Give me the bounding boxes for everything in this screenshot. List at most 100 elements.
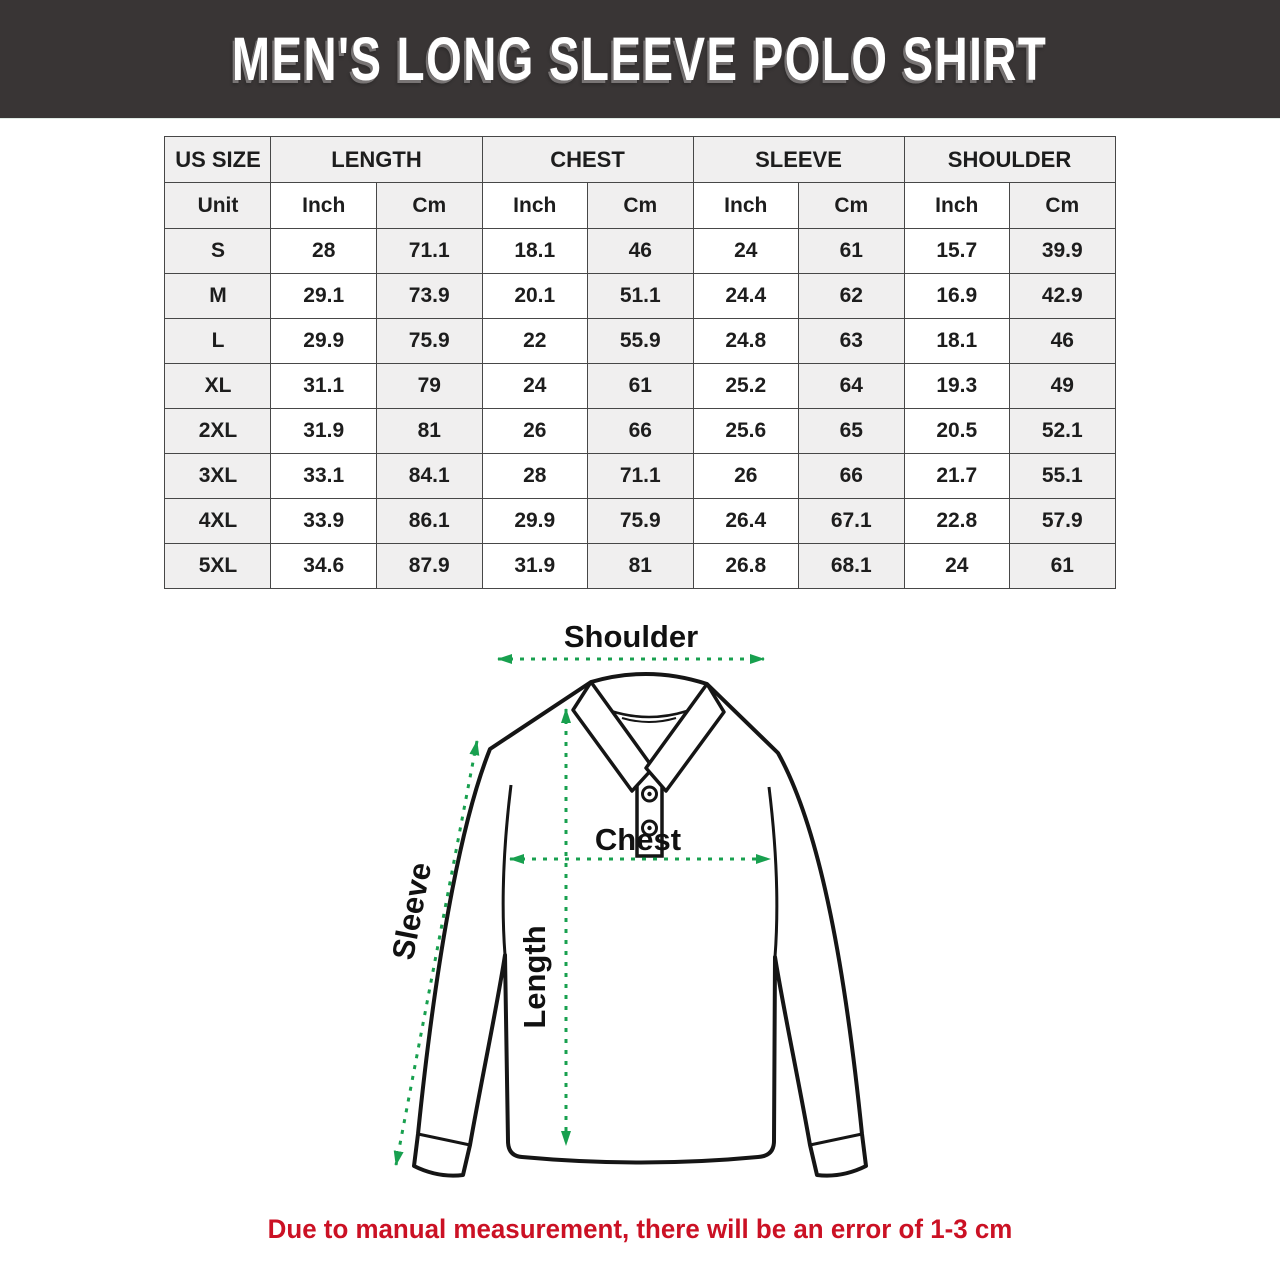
collar-right-wing <box>644 682 726 793</box>
value-cell: 26 <box>481 408 588 454</box>
value-cell: 26.4 <box>692 498 799 544</box>
value-cell: 61 <box>1009 543 1116 589</box>
value-cell: 20.5 <box>903 408 1010 454</box>
value-cell: 87.9 <box>375 543 483 589</box>
table-row-m: M 29.1 73.9 20.1 51.1 24.4 62 16.9 42.9 <box>164 273 1116 319</box>
value-cell: 61 <box>587 363 694 409</box>
unit-cell: Inch <box>692 182 799 229</box>
value-cell: 55.9 <box>587 318 694 364</box>
unit-cell: Inch <box>903 182 1010 229</box>
table-row-5xl: 5XL 34.6 87.9 31.9 81 26.8 68.1 24 61 <box>164 543 1116 589</box>
size-cell: 2XL <box>164 408 272 454</box>
value-cell: 81 <box>587 543 694 589</box>
value-cell: 63 <box>798 318 905 364</box>
unit-row: Unit Inch Cm Inch Cm Inch Cm Inch Cm <box>164 182 1116 229</box>
size-chart-table: US SIZE LENGTH CHEST SLEEVE SHOULDER Uni… <box>164 136 1116 589</box>
unit-label-cell: Unit <box>164 182 272 229</box>
value-cell: 18.1 <box>903 318 1010 364</box>
value-cell: 46 <box>587 228 694 274</box>
value-cell: 26.8 <box>692 543 799 589</box>
polo-shirt-measurement-diagram: Shoulder Chest Length Sleeve <box>385 619 868 1178</box>
value-cell: 21.7 <box>903 453 1010 499</box>
table-row-2xl: 2XL 31.9 81 26 66 25.6 65 20.5 52.1 <box>164 408 1116 454</box>
unit-cell: Cm <box>1009 182 1116 229</box>
collar-band-seam <box>610 709 688 719</box>
table-row-3xl: 3XL 33.1 84.1 28 71.1 26 66 21.7 55.1 <box>164 453 1116 499</box>
value-cell: 31.1 <box>270 363 377 409</box>
value-cell: 71.1 <box>587 453 694 499</box>
value-cell: 31.9 <box>270 408 377 454</box>
value-cell: 15.7 <box>903 228 1010 274</box>
value-cell: 33.1 <box>270 453 377 499</box>
left-armhole-seam <box>501 784 513 956</box>
value-cell: 73.9 <box>375 273 483 319</box>
measurement-note: Due to manual measurement, there will be… <box>267 1214 1013 1244</box>
value-cell: 29.1 <box>270 273 377 319</box>
value-cell: 24 <box>903 543 1010 589</box>
value-cell: 19.3 <box>903 363 1010 409</box>
value-cell: 24 <box>692 228 799 274</box>
size-cell: 4XL <box>164 498 272 544</box>
collar-left-wing <box>571 680 655 793</box>
unit-cell: Cm <box>798 182 905 229</box>
value-cell: 24 <box>481 363 588 409</box>
value-cell: 67.1 <box>798 498 905 544</box>
page-title: MEN'S LONG SLEEVE POLO SHIRT <box>232 25 1048 93</box>
value-cell: 71.1 <box>375 228 483 274</box>
value-cell: 18.1 <box>481 228 588 274</box>
chest-label: Chest <box>595 822 681 857</box>
column-header-shoulder: SHOULDER <box>903 136 1116 183</box>
value-cell: 33.9 <box>270 498 377 544</box>
table-row-xl: XL 31.1 79 24 61 25.2 64 19.3 49 <box>164 363 1116 409</box>
size-cell: M <box>164 273 272 319</box>
value-cell: 28 <box>270 228 377 274</box>
length-label: Length <box>517 925 552 1028</box>
value-cell: 42.9 <box>1009 273 1116 319</box>
sleeve-label: Sleeve <box>385 859 438 962</box>
value-cell: 26 <box>692 453 799 499</box>
value-cell: 57.9 <box>1009 498 1116 544</box>
shoulder-label: Shoulder <box>564 619 698 654</box>
size-cell: S <box>164 228 272 274</box>
value-cell: 22.8 <box>903 498 1010 544</box>
value-cell: 84.1 <box>375 453 483 499</box>
value-cell: 66 <box>798 453 905 499</box>
unit-cell: Inch <box>481 182 588 229</box>
column-header-sleeve: SLEEVE <box>692 136 905 183</box>
value-cell: 68.1 <box>798 543 905 589</box>
column-header-us-size: US SIZE <box>164 136 272 183</box>
value-cell: 34.6 <box>270 543 377 589</box>
value-cell: 79 <box>375 363 483 409</box>
size-cell: 5XL <box>164 543 272 589</box>
column-header-length: LENGTH <box>270 136 483 183</box>
value-cell: 52.1 <box>1009 408 1116 454</box>
right-cuff-line <box>809 1132 863 1147</box>
value-cell: 25.2 <box>692 363 799 409</box>
value-cell: 46 <box>1009 318 1116 364</box>
value-cell: 61 <box>798 228 905 274</box>
value-cell: 31.9 <box>481 543 588 589</box>
value-cell: 64 <box>798 363 905 409</box>
button-bottom-hole <box>647 825 652 831</box>
collar-band-fold <box>621 717 677 723</box>
button-top-hole <box>647 791 652 797</box>
size-cell: 3XL <box>164 453 272 499</box>
unit-cell: Cm <box>375 182 483 229</box>
table-row-s: S 28 71.1 18.1 46 24 61 15.7 39.9 <box>164 228 1116 274</box>
table-row-l: L 29.9 75.9 22 55.9 24.8 63 18.1 46 <box>164 318 1116 364</box>
value-cell: 81 <box>375 408 483 454</box>
column-header-chest: CHEST <box>481 136 694 183</box>
table-row-4xl: 4XL 33.9 86.1 29.9 75.9 26.4 67.1 22.8 5… <box>164 498 1116 544</box>
header-bar: MEN'S LONG SLEEVE POLO SHIRT <box>0 0 1280 119</box>
value-cell: 86.1 <box>375 498 483 544</box>
value-cell: 39.9 <box>1009 228 1116 274</box>
size-cell: L <box>164 318 272 364</box>
right-armhole-seam <box>767 786 779 958</box>
value-cell: 55.1 <box>1009 453 1116 499</box>
shirt-outline <box>412 671 868 1178</box>
value-cell: 16.9 <box>903 273 1010 319</box>
value-cell: 22 <box>481 318 588 364</box>
value-cell: 65 <box>798 408 905 454</box>
value-cell: 49 <box>1009 363 1116 409</box>
value-cell: 24.4 <box>692 273 799 319</box>
